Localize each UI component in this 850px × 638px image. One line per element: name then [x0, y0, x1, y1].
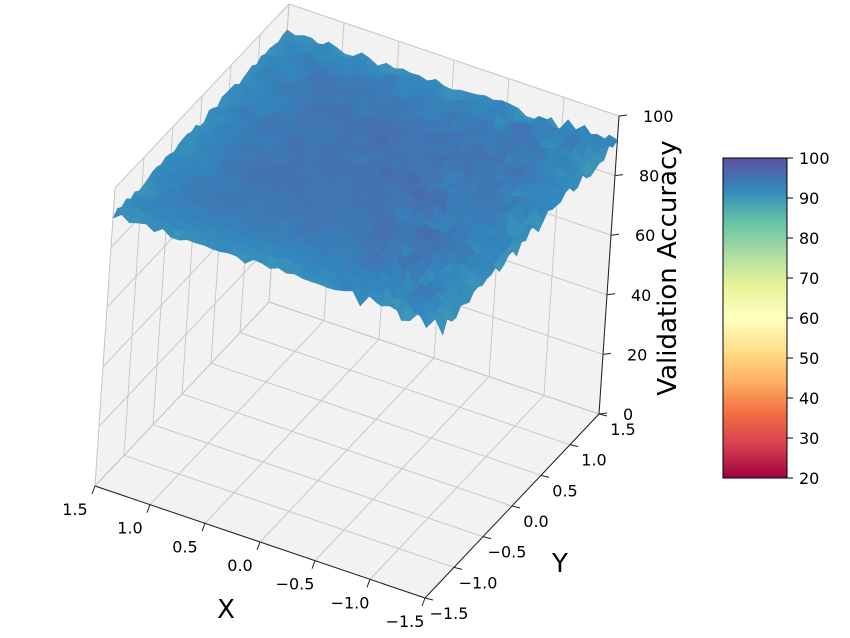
colorbar [722, 157, 788, 479]
y-tick-label: 1.5 [610, 420, 635, 439]
z-tick-mark [602, 352, 612, 355]
colorbar-tick-label: 50 [799, 349, 819, 368]
y-tick-label: −1.5 [430, 604, 469, 623]
z-tick-mark [606, 293, 616, 296]
accuracy-surface [112, 29, 618, 336]
y-axis-title: Y [551, 549, 568, 579]
x-tick-mark [146, 504, 151, 513]
z-tick-mark [610, 233, 620, 236]
y-tick-label: −0.5 [488, 543, 527, 562]
left-grid-z [114, 3, 290, 189]
x-axis-title: X [217, 595, 235, 625]
floor-grid-y [239, 332, 571, 446]
z-axis-line [598, 115, 620, 415]
z-tick-label: 80 [639, 167, 659, 186]
y-tick-mark [540, 474, 550, 478]
x-tick-label: 0.0 [227, 556, 252, 575]
y-tick-label: −1.0 [459, 573, 498, 592]
colorbar-tick-label: 40 [799, 389, 819, 408]
colorbar-tick-label: 60 [799, 309, 819, 328]
x-tick-mark [311, 560, 316, 569]
y-tick-mark [482, 536, 492, 540]
floor-grid-y [123, 454, 455, 568]
surface-patch [435, 315, 449, 336]
z-tick-label: 40 [631, 286, 651, 305]
colorbar-tick-label: 90 [799, 189, 819, 208]
floor-grid-y [210, 362, 542, 476]
z-tick-label: 0 [623, 405, 633, 424]
x-tick-label: −1.0 [331, 593, 370, 612]
z-axis-title: Validation Accuracy [653, 140, 683, 395]
floor-grid-y [181, 393, 513, 507]
x-tick-mark [91, 485, 96, 495]
y-tick-label: 0.5 [552, 481, 577, 500]
colorbar-tick-label: 30 [799, 429, 819, 448]
x-tick-mark [201, 523, 206, 532]
y-axis-ticks: −1.5 −1.0 −0.5 0.00.51.01.5 [424, 413, 636, 623]
y-tick-label: 1.0 [581, 451, 606, 470]
left-grid-z [94, 301, 270, 487]
z-axis-ticks: 0 20 40 60 80 100 [598, 107, 674, 424]
back-grid-z [268, 301, 600, 415]
y-tick-mark [569, 444, 579, 448]
colorbar-tick-label: 20 [799, 469, 819, 488]
colorbar-tick-label: 100 [799, 149, 830, 168]
x-tick-label: 0.5 [172, 537, 197, 556]
colorbar-ticks: 100 90 80 70 60 50 40 30 20 [787, 149, 830, 488]
x-tick-label: −0.5 [276, 575, 315, 594]
x-tick-label: 1.5 [62, 500, 87, 519]
z-tick-label: 100 [643, 107, 674, 126]
z-tick-mark [618, 114, 628, 117]
z-tick-mark [614, 174, 624, 177]
x-axis-ticks: −1.5 −1.0 −0.5 0.0 0.5 1.0 1.5 [62, 485, 426, 631]
y-tick-label: 0.0 [523, 512, 548, 531]
colorbar-tick-label: 80 [799, 229, 819, 248]
colorbar-fill [722, 157, 788, 479]
left-grid-y [94, 187, 116, 487]
colorbar-tick-label: 70 [799, 269, 819, 288]
x-tick-label: 1.0 [117, 519, 142, 538]
left-grid-z [98, 242, 274, 427]
y-tick-mark [453, 566, 463, 570]
back-grid-z [288, 3, 620, 117]
y-tick-mark [424, 597, 434, 601]
floor-grid-y [152, 424, 484, 538]
z-tick-label: 60 [635, 226, 655, 245]
x-tick-mark [366, 579, 371, 588]
z-tick-label: 20 [627, 345, 647, 364]
x-tick-mark [421, 597, 426, 607]
x-tick-mark [256, 541, 261, 551]
y-tick-mark [511, 505, 521, 509]
x-tick-label: −1.5 [386, 612, 425, 631]
z-tick-mark [598, 412, 608, 415]
